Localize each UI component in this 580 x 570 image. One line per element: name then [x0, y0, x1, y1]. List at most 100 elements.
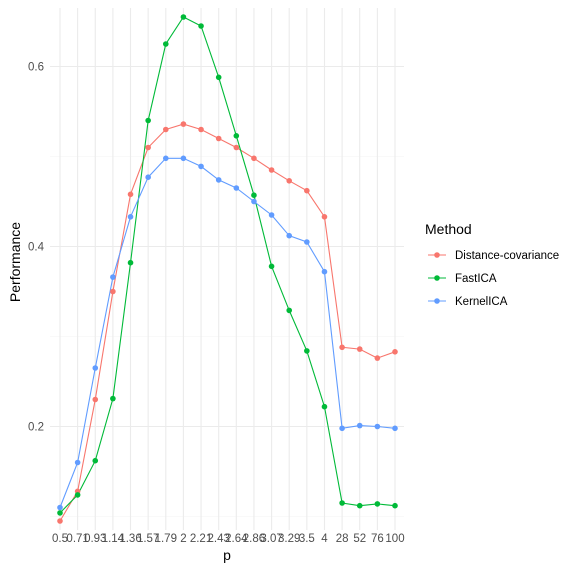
- data-point: [392, 502, 398, 509]
- data-point: [92, 365, 99, 371]
- data-point: [145, 174, 151, 180]
- x-tick-label: 0.71: [66, 533, 88, 545]
- data-point: [356, 502, 363, 509]
- data-point: [304, 187, 310, 194]
- data-point: [251, 198, 257, 205]
- data-point: [215, 177, 222, 183]
- data-point: [251, 192, 257, 198]
- grid: [50, 8, 404, 530]
- data-point: [57, 518, 63, 524]
- x-tick-label: 2.64: [225, 533, 248, 545]
- data-point: [74, 492, 81, 498]
- data-point: [268, 263, 275, 270]
- legend: Method Distance-covariance FastICA KernelI…: [425, 221, 559, 308]
- data-point: [233, 133, 240, 139]
- data-point: [145, 144, 151, 151]
- x-tick-label: 28: [336, 533, 349, 545]
- data-point: [321, 403, 328, 410]
- legend-item: KernelICA: [428, 296, 508, 308]
- data-point: [162, 126, 169, 133]
- data-point: [180, 155, 187, 162]
- data-point: [92, 457, 99, 464]
- data-point: [286, 232, 293, 239]
- legend-title: Method: [425, 221, 472, 237]
- legend-key-point: [434, 298, 440, 304]
- data-point: [110, 395, 116, 402]
- data-point: [162, 155, 169, 162]
- x-tick-label: 1.36: [119, 533, 141, 545]
- series-line: [59, 157, 396, 508]
- legend-key-point: [434, 252, 440, 258]
- legend-label: KernelICA: [455, 296, 508, 308]
- series-line: [59, 123, 396, 522]
- x-tick-label: 4: [321, 533, 328, 545]
- data-point: [110, 274, 116, 280]
- legend-items: Distance-covariance FastICA KernelICA: [428, 250, 559, 308]
- data-point: [198, 23, 204, 29]
- data-point: [180, 121, 187, 127]
- data-point: [127, 259, 134, 266]
- data-point: [92, 396, 99, 403]
- data-point: [286, 307, 293, 314]
- y-tick-label: 0.4: [28, 242, 45, 254]
- legend-label: Distance-covariance: [455, 250, 559, 262]
- data-point: [251, 155, 257, 162]
- data-point: [145, 117, 151, 124]
- x-tick-label: 1.57: [137, 533, 159, 545]
- legend-item: Distance-covariance: [428, 250, 559, 262]
- legend-label: FastICA: [455, 273, 497, 285]
- x-tick-label: 100: [385, 533, 404, 545]
- x-tick-label: 3.07: [260, 533, 282, 545]
- x-tick-label: 2: [180, 533, 186, 545]
- data-point: [374, 501, 381, 507]
- data-point: [392, 349, 398, 355]
- data-point: [286, 178, 293, 184]
- x-tick-label: 76: [371, 533, 384, 545]
- data-point: [339, 344, 345, 351]
- data-point: [198, 163, 204, 170]
- x-tick-label: 2.86: [243, 533, 265, 545]
- data-point: [57, 510, 63, 516]
- data-point: [162, 41, 169, 47]
- data-point: [110, 288, 116, 295]
- x-tick-label: 1.79: [155, 533, 177, 545]
- legend-item: FastICA: [428, 273, 497, 285]
- series-points: [57, 14, 398, 524]
- x-tick-label: 2.21: [190, 533, 212, 545]
- series-line: [59, 16, 396, 514]
- y-axis-title: Performance: [7, 222, 23, 302]
- x-tick-label: 1.14: [102, 533, 125, 545]
- y-axis-ticks: 0.2 0.4 0.6: [28, 62, 45, 434]
- data-point: [233, 144, 240, 151]
- data-point: [57, 504, 63, 511]
- data-point: [356, 346, 363, 352]
- data-point: [374, 423, 381, 430]
- data-point: [74, 459, 81, 466]
- data-point: [374, 355, 381, 361]
- x-axis-ticks: 0.50.710.931.141.361.571.79 2 2.212.432.64…: [52, 533, 405, 545]
- y-tick-label: 0.2: [28, 422, 44, 434]
- x-tick-label: 0.5: [52, 533, 68, 545]
- x-tick-label: 3.5: [299, 533, 315, 545]
- data-point: [127, 191, 134, 198]
- legend-key-point: [434, 275, 440, 281]
- data-point: [321, 214, 328, 220]
- data-point: [339, 425, 345, 432]
- data-point: [304, 348, 310, 354]
- data-point: [180, 14, 187, 20]
- data-point: [321, 268, 328, 275]
- series-lines: [59, 16, 396, 522]
- data-point: [339, 500, 345, 506]
- y-tick-label: 0.6: [28, 62, 44, 74]
- data-point: [268, 212, 275, 218]
- data-point: [233, 185, 240, 191]
- x-tick-label: 2.43: [207, 533, 229, 545]
- data-point: [304, 239, 310, 245]
- data-point: [215, 135, 222, 142]
- x-axis-title: p: [223, 547, 231, 563]
- data-point: [392, 425, 398, 432]
- x-tick-label: 52: [353, 533, 366, 545]
- data-point: [198, 126, 204, 133]
- data-point: [268, 167, 275, 173]
